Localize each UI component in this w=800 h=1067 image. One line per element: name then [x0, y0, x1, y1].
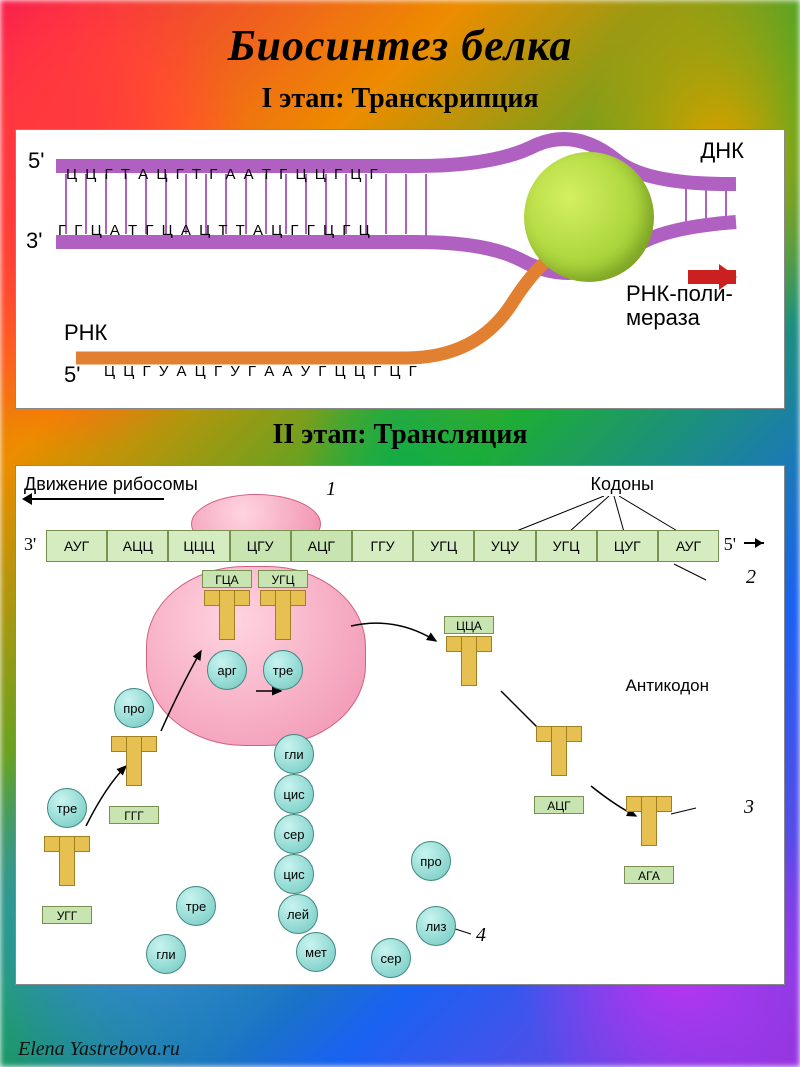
trna: АГА: [626, 796, 672, 864]
translation-panel: Движение рибосомы Кодоны 1 2 3 4 5 3' 5'…: [15, 465, 785, 985]
codon: УГЦ: [536, 530, 597, 562]
codon: ЦУГ: [597, 530, 658, 562]
marker-4: 4: [476, 924, 486, 947]
label-3prime: 3': [26, 228, 42, 254]
label-5prime-mrna: 5': [724, 534, 736, 555]
codon: АЦГ: [291, 530, 352, 562]
anticodon: ГГГ: [109, 806, 159, 824]
main-title: Биосинтез белка: [15, 20, 785, 71]
stage1-heading: I этап: Транскрипция: [15, 83, 785, 115]
codon: АЦЦ: [107, 530, 168, 562]
codons-label: Кодоны: [591, 474, 655, 495]
amino-acid: про: [411, 841, 451, 881]
codon: УГЦ: [413, 530, 474, 562]
label-5prime-top: 5': [28, 148, 44, 174]
direction-arrow-icon: [688, 270, 736, 284]
amino-acid: лиз: [416, 906, 456, 946]
transcription-panel: 5' 3' 5' ДНК РНК РНК-поли-мераза Ц Ц Г Т…: [15, 129, 785, 409]
signature: Elena Yastrebova.ru: [18, 1038, 180, 1061]
ribosome-movement-label: Движение рибосомы: [24, 474, 198, 495]
anticodon: АЦГ: [534, 796, 584, 814]
amino-acid: тре: [47, 788, 87, 828]
trna: ГГГ: [111, 736, 157, 804]
label-rnk: РНК: [64, 320, 107, 346]
dna-bottom-sequence: Г Г Ц А Т Г Ц А Ц Т Т А Ц Г Г Ц Г Ц: [58, 222, 372, 239]
label-3prime-mrna: 3': [24, 534, 36, 555]
amino-acid: тре: [176, 886, 216, 926]
amino-acid: лей: [278, 894, 318, 934]
label-5prime-rna: 5': [64, 362, 80, 388]
amino-acid: мет: [296, 932, 336, 972]
content: Биосинтез белка I этап: Транскрипция 5' …: [0, 0, 800, 1005]
marker-1: 1: [326, 478, 336, 501]
amino-acid: сер: [274, 814, 314, 854]
label-dnk: ДНК: [700, 138, 744, 164]
anticodon: УГГ: [42, 906, 92, 924]
ribosome-arrow-icon: [24, 498, 164, 500]
amino-acid: тре: [263, 650, 303, 690]
codon: УЦУ: [474, 530, 535, 562]
codon: АУГ: [46, 530, 107, 562]
trna: ГЦА: [204, 590, 250, 658]
trna: УГЦ: [260, 590, 306, 658]
codon: ЦГУ: [230, 530, 291, 562]
rna-polymerase-icon: [524, 152, 654, 282]
trna: ЦЦА: [446, 636, 492, 704]
amino-acid: арг: [207, 650, 247, 690]
ribosome-large-subunit-icon: [146, 566, 366, 746]
amino-acid: сер: [371, 938, 411, 978]
amino-acid: про: [114, 688, 154, 728]
dna-top-sequence: Ц Ц Г Т А Ц Г Т Г А А Т Г Ц Ц Г Ц Г: [66, 166, 380, 183]
anticodon: УГЦ: [258, 570, 308, 588]
codon: АУГ: [658, 530, 719, 562]
anticodon: АГА: [624, 866, 674, 884]
trna: АЦГ: [536, 726, 582, 794]
amino-acid: гли: [274, 734, 314, 774]
marker-3: 3: [744, 796, 754, 819]
amino-acid: гли: [146, 934, 186, 974]
amino-acid: цис: [274, 854, 314, 894]
codon: ЦЦЦ: [168, 530, 229, 562]
anticodon-label: Антикодон: [626, 676, 709, 696]
marker-2: 2: [746, 566, 756, 589]
rna-sequence: Ц Ц Г У А Ц Г У Г А А У Г Ц Ц Г Ц Г: [104, 363, 419, 380]
amino-acid: цис: [274, 774, 314, 814]
anticodon: ГЦА: [202, 570, 252, 588]
trna: УГГ: [44, 836, 90, 904]
mrna-strand: АУГАЦЦЦЦЦЦГУАЦГГГУУГЦУЦУУГЦЦУГАУГ: [46, 530, 719, 562]
codon: ГГУ: [352, 530, 413, 562]
anticodon: ЦЦА: [444, 616, 494, 634]
stage2-heading: II этап: Трансляция: [15, 419, 785, 451]
